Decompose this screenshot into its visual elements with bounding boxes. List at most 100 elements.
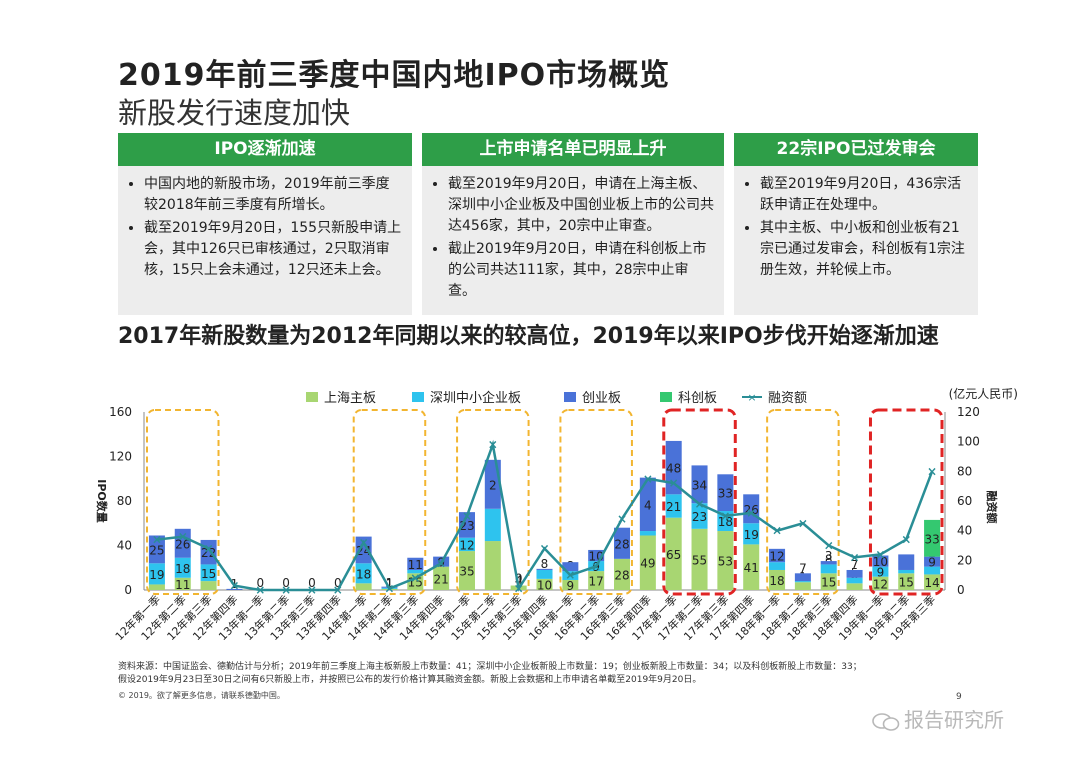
financing-line: [156, 439, 934, 592]
bar-segment: [407, 573, 424, 590]
bar-segment: [174, 557, 191, 578]
panel-heading: 上市申请名单已明显上升: [422, 133, 724, 166]
panel-bullets: 截至2019年9月20日，436宗活跃申请正在处理中。 其中主板、中小板和创业板…: [742, 174, 968, 281]
line-point-marker: ×: [462, 509, 472, 523]
bar-segment: [433, 566, 450, 590]
line-point-marker: ×: [850, 550, 860, 564]
bar-data-label: 8: [541, 557, 549, 571]
red-highlight-box: [868, 408, 944, 596]
bar-segment: [872, 566, 889, 577]
bar-data-label: 11: [408, 558, 423, 572]
legend-label: 科创板: [678, 391, 717, 406]
bar-data-label: 17: [589, 575, 604, 589]
legend-swatch: [306, 392, 318, 402]
bar-segment: [717, 474, 734, 512]
left-tick-label: 80: [117, 494, 132, 508]
line-point-marker: ×: [410, 571, 420, 585]
source-line: 假设2019年9月23日至30日之间有6只新股上市，并按照已公布的发行价格计算其…: [118, 675, 702, 685]
bar-segment: [820, 564, 837, 574]
bar-data-label: 9: [567, 579, 575, 593]
legend-label: 上海主板: [324, 391, 376, 406]
bar-segment: [794, 581, 811, 583]
page-number: 9: [956, 692, 962, 702]
legend-swatch: [660, 392, 672, 402]
page-title: 2019年前三季度中国内地IPO市场概览: [118, 58, 671, 93]
bar-segment: [458, 537, 475, 552]
bar-segment: [639, 535, 656, 590]
bar-data-label: 33: [718, 487, 733, 501]
line-point-marker: ×: [798, 516, 808, 530]
bar-data-label: 28: [614, 537, 629, 551]
bar-data-label: 14: [924, 576, 939, 590]
bar-segment: [355, 536, 372, 564]
bar-segment: [148, 563, 165, 585]
bar-segment: [665, 517, 682, 590]
bar-data-label: 12: [873, 577, 888, 591]
bar-data-label: 11: [175, 578, 190, 592]
line-point-marker: ×: [772, 524, 782, 538]
line-point-marker: ×: [204, 541, 214, 555]
bar-segment: [898, 569, 915, 574]
line-point-marker: ×: [539, 541, 549, 555]
bar-segment: [536, 568, 553, 570]
bar-data-label: 2: [489, 478, 497, 492]
bar-data-label: 8: [825, 552, 833, 566]
bar-data-label: 21: [434, 572, 449, 586]
bar-segment: [614, 527, 631, 559]
left-tick-label: 40: [117, 539, 132, 553]
line-point-marker: ×: [255, 583, 265, 597]
panel-heading: 22宗IPO已过发审会: [734, 133, 978, 166]
panel-heading: IPO逐渐加速: [118, 133, 412, 166]
orange-highlight-box: [352, 409, 427, 595]
bar-data-label: 9: [877, 566, 885, 580]
bar-data-label: 15: [201, 567, 216, 581]
bar-data-label: 41: [744, 561, 759, 575]
line-point-marker: ×: [565, 568, 575, 582]
bar-segment: [872, 555, 889, 567]
orange-highlight-box: [766, 409, 840, 595]
bar-segment: [174, 577, 191, 590]
line-point-marker: ×: [307, 583, 317, 597]
bar-data-label: 0: [515, 572, 523, 586]
right-tick-label: 40: [957, 524, 972, 538]
line-point-marker: ×: [746, 506, 756, 520]
line-point-marker: ×: [643, 472, 653, 486]
bar-data-label: 65: [666, 548, 681, 562]
bar-data-label: 19: [744, 528, 759, 542]
line-point-marker: ×: [617, 512, 627, 526]
bar-data-label: 48: [666, 462, 681, 476]
left-axis-title: IPO数量: [95, 479, 109, 523]
source-note: 资料来源：中国证监会、德勤估计与分析；2019年前三季度上海主板新股上市数量：4…: [118, 661, 998, 687]
line-point-marker: ×: [436, 556, 446, 570]
line-point-marker: ×: [229, 579, 239, 593]
line-point-marker: ×: [152, 533, 162, 547]
bar-segment: [691, 528, 708, 590]
bar-segment: [458, 512, 475, 538]
line-point-marker: ×: [901, 533, 911, 547]
bar-segment: [562, 562, 579, 572]
right-tick-label: 80: [957, 464, 972, 478]
bar-data-label: 10: [537, 578, 552, 592]
bar-data-label: 26: [175, 537, 190, 551]
page-subtitle: 新股发行速度加快: [118, 96, 351, 130]
bar-data-label: 49: [640, 557, 655, 571]
right-axis-title: 融资额: [985, 491, 999, 524]
bar-data-label: 34: [692, 478, 707, 492]
line-point-marker: ×: [359, 536, 369, 550]
bar-data-label: 23: [692, 510, 707, 524]
right-axis-unit: (亿元人民币): [949, 386, 1018, 401]
bar-segment: [200, 564, 217, 582]
bar-data-label: 25: [149, 543, 164, 557]
bar-segment: [226, 588, 243, 590]
line-point-marker: ×: [281, 583, 291, 597]
bar-segment: [898, 573, 915, 590]
bar-data-label: 53: [718, 555, 733, 569]
line-point-marker: ×: [824, 539, 834, 553]
bar-segment: [820, 573, 837, 590]
bar-data-label: 18: [718, 515, 733, 529]
source-line: 资料来源：中国证监会、德勤估计与分析；2019年前三季度上海主板新股上市数量：4…: [118, 662, 862, 672]
bar-data-label: 0: [308, 576, 316, 590]
bar-segment: [717, 531, 734, 590]
line-point-marker: ×: [384, 582, 394, 596]
bar-data-label: 12: [769, 550, 784, 564]
